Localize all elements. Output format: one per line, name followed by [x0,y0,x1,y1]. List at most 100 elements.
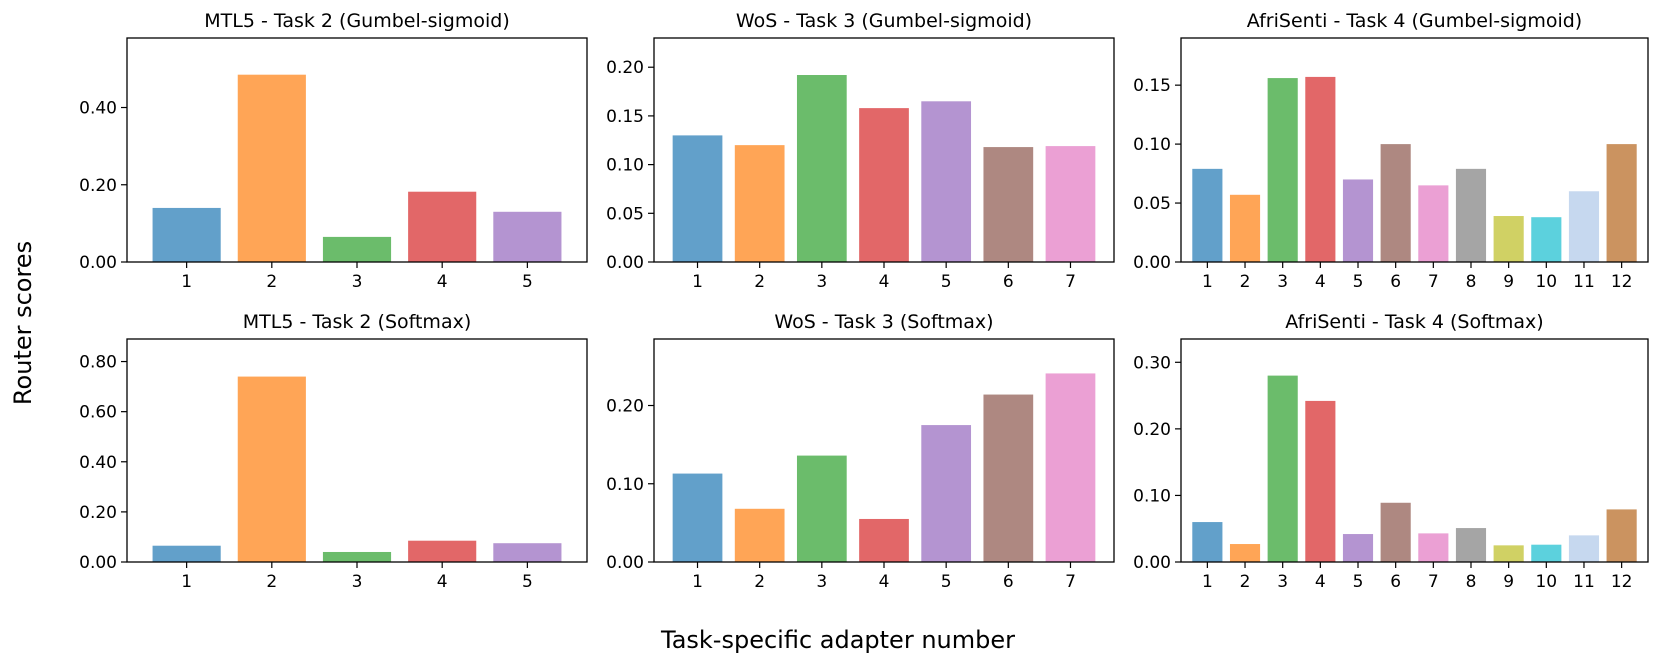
x-tick-label: 2 [266,572,277,592]
x-tick-label: 11 [1573,572,1595,592]
x-tick-label: 5 [1353,272,1364,292]
x-tick-label: 2 [1240,272,1251,292]
x-tick-label: 10 [1535,272,1557,292]
x-tick-label: 7 [1065,272,1076,292]
x-tick-label: 7 [1428,272,1439,292]
subplot-title: MTL5 - Task 2 (Softmax) [243,311,472,333]
subplot-2: WoS - Task 3 (Gumbel-sigmoid) 0.00 0.05 0.1… [606,10,1115,292]
x-tick-label: 9 [1503,272,1514,292]
subplot-title: AfriSenti - Task 4 (Softmax) [1285,311,1543,333]
bar-5 [493,543,562,562]
bar-2 [1229,544,1261,562]
y-tick-label: 0.40 [79,99,117,119]
subplot-title: WoS - Task 3 (Softmax) [774,311,993,333]
x-tick-label: 12 [1611,572,1633,592]
x-tick-label: 2 [754,272,765,292]
bar-4 [859,518,909,562]
x-tick-label: 1 [1202,272,1213,292]
figure-xlabel: Task-specific adapter number [660,626,1015,654]
bar-10 [1531,544,1562,562]
y-tick-label: 0.80 [79,353,117,373]
bar-4 [1305,76,1336,262]
y-tick-label: 0.20 [606,397,644,417]
bar-6 [983,147,1034,262]
y-tick-label: 0.00 [79,553,117,573]
bar-3 [796,75,847,262]
x-tick-label: 2 [754,572,765,592]
bar-5 [1342,179,1374,262]
subplot-grid: MTL5 - Task 2 (Gumbel-sigmoid) 0.00 0.20 0.… [79,10,1649,592]
y-tick-label: 0.00 [1133,553,1171,573]
figure-ylabel: Router scores [9,241,37,405]
y-tick-label: 0.40 [79,453,117,473]
bar-7 [1418,533,1449,562]
x-tick-label: 4 [879,572,890,592]
x-tick-label: 3 [816,272,827,292]
x-tick-label: 8 [1466,272,1477,292]
y-tick-label: 0.10 [606,156,644,176]
y-tick-label: 0.00 [79,253,117,273]
x-tick-label: 2 [266,272,277,292]
x-tick-label: 6 [1003,572,1014,592]
bar-8 [1455,528,1487,562]
bar-10 [1531,217,1562,262]
bar-5 [921,425,972,562]
bar-1 [1192,522,1223,562]
bar-3 [322,551,392,562]
x-tick-label: 3 [352,572,363,592]
subplot-title: AfriSenti - Task 4 (Gumbel-sigmoid) [1247,10,1582,32]
bar-12 [1606,509,1637,562]
x-tick-label: 7 [1065,572,1076,592]
plot-frame [126,338,588,563]
bar-6 [1380,502,1411,562]
x-tick-label: 10 [1535,572,1557,592]
bar-3 [322,236,392,262]
y-tick-label: 0.05 [1133,194,1171,214]
y-tick-label: 0.05 [606,204,644,224]
bar-1 [672,473,723,562]
x-tick-label: 2 [1240,572,1251,592]
bar-4 [1305,400,1336,562]
bar-2 [734,145,785,262]
bar-7 [1045,373,1096,562]
x-tick-label: 4 [437,272,448,292]
subplot-title: MTL5 - Task 2 (Gumbel-sigmoid) [204,10,509,32]
subplot-4: MTL5 - Task 2 (Softmax) 0.00 0.20 0.40 0.60 0… [79,311,588,592]
bar-4 [408,191,477,262]
bar-1 [1192,168,1223,262]
bar-7 [1418,185,1449,262]
bar-6 [1380,144,1411,262]
x-tick-label: 1 [181,272,192,292]
y-tick-label: 0.15 [1133,76,1171,96]
bar-2 [237,74,306,262]
x-tick-label: 9 [1503,572,1514,592]
bar-1 [672,135,723,262]
x-tick-label: 6 [1390,272,1401,292]
x-tick-label: 1 [692,272,703,292]
x-tick-label: 5 [1353,572,1364,592]
x-tick-label: 3 [816,572,827,592]
bar-7 [1045,146,1096,262]
x-tick-label: 12 [1611,272,1633,292]
plot-frame [1180,338,1649,563]
bar-2 [734,508,785,562]
bar-9 [1493,545,1524,562]
bar-6 [983,394,1034,562]
x-tick-label: 5 [522,272,533,292]
y-tick-label: 0.30 [1133,353,1171,373]
x-tick-label: 1 [1202,572,1213,592]
bar-3 [1267,375,1298,562]
bar-4 [859,108,909,263]
bar-5 [921,101,972,262]
x-tick-label: 6 [1390,572,1401,592]
bar-9 [1493,216,1524,262]
bar-5 [1342,534,1374,562]
subplot-1: MTL5 - Task 2 (Gumbel-sigmoid) 0.00 0.20 0.… [79,10,588,292]
x-tick-label: 4 [879,272,890,292]
x-tick-label: 11 [1573,272,1595,292]
x-tick-label: 3 [1277,572,1288,592]
x-tick-label: 4 [1315,572,1326,592]
subplot-5: WoS - Task 3 (Softmax) 0.00 0.10 0.20 1 2 3 4 5 6… [606,311,1115,592]
y-tick-label: 0.00 [606,253,644,273]
